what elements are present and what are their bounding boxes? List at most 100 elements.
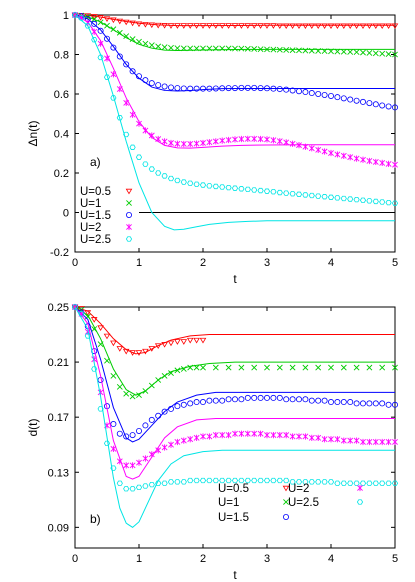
data-point — [135, 484, 143, 491]
data-point — [186, 337, 194, 344]
data-point — [347, 399, 354, 406]
data-point — [334, 399, 341, 406]
data-point — [206, 85, 213, 92]
data-point — [129, 432, 136, 439]
data-point — [187, 180, 194, 186]
data-point — [289, 433, 296, 440]
data-point — [174, 45, 181, 52]
data-point — [302, 89, 309, 96]
data-point — [193, 337, 200, 344]
data-point — [168, 370, 174, 377]
data-point — [78, 311, 85, 317]
data-point — [148, 481, 155, 488]
data-point — [315, 364, 322, 371]
data-point — [104, 55, 110, 62]
data-point — [174, 85, 181, 92]
data-point — [136, 120, 142, 127]
data-point — [238, 135, 245, 143]
data-point — [270, 394, 277, 401]
data-point — [347, 480, 354, 486]
data-point — [302, 433, 309, 440]
data-point — [148, 42, 155, 49]
data-point — [378, 23, 386, 30]
data-point — [340, 480, 347, 486]
data-point — [123, 131, 130, 138]
data-point — [116, 18, 124, 25]
data-point — [187, 477, 194, 484]
data-point — [321, 148, 328, 155]
data-point — [110, 44, 117, 51]
data-point — [334, 151, 341, 158]
legend-label: U=1 — [218, 497, 239, 509]
panel-label: b) — [90, 512, 101, 526]
data-point — [212, 138, 219, 145]
data-point — [225, 45, 232, 52]
data-point — [148, 451, 155, 458]
data-point — [263, 23, 271, 29]
data-point — [206, 433, 213, 440]
data-point — [193, 181, 200, 187]
data-point — [103, 333, 111, 340]
data-point — [276, 86, 283, 93]
legend-marker — [283, 499, 289, 505]
data-point — [97, 325, 104, 332]
data-point — [103, 440, 111, 446]
data-point — [122, 19, 130, 26]
data-point — [206, 45, 213, 52]
data-point — [379, 438, 386, 446]
data-point — [161, 480, 168, 486]
data-point — [347, 49, 354, 55]
data-point — [212, 23, 220, 29]
data-point — [91, 28, 98, 35]
data-point — [340, 152, 347, 159]
data-point — [244, 135, 251, 142]
data-point — [180, 366, 187, 372]
legend-label: U=2.5 — [288, 497, 319, 509]
data-point — [295, 23, 303, 30]
data-point — [123, 433, 130, 440]
data-point — [321, 48, 328, 55]
data-point — [283, 477, 290, 484]
data-point — [289, 87, 296, 94]
data-point — [180, 479, 187, 485]
data-point — [199, 23, 207, 29]
data-point — [308, 192, 315, 199]
panel-label: a) — [90, 155, 101, 169]
data-point — [219, 477, 226, 484]
data-point — [379, 50, 386, 57]
data-point — [161, 83, 168, 90]
x-tick-label: 1 — [136, 257, 142, 269]
data-point — [334, 94, 341, 101]
data-point — [97, 19, 104, 26]
data-point — [353, 49, 360, 56]
data-point — [200, 45, 206, 52]
data-point — [174, 403, 181, 410]
data-point — [366, 100, 373, 107]
data-point — [366, 23, 373, 30]
data-point — [379, 102, 386, 109]
series-line — [74, 306, 395, 355]
data-point — [167, 23, 175, 29]
legend-marker — [125, 236, 133, 242]
data-point — [116, 53, 123, 60]
data-point — [372, 158, 379, 166]
data-point — [168, 139, 174, 147]
data-point — [142, 161, 149, 167]
y-tick-label: 0.25 — [48, 302, 69, 314]
data-point — [385, 160, 392, 168]
data-point — [97, 15, 104, 21]
data-point — [385, 401, 392, 408]
legend-label: U=2.5 — [80, 234, 111, 246]
data-point — [392, 51, 398, 58]
data-point — [263, 477, 271, 484]
data-point — [295, 396, 302, 403]
data-point — [302, 396, 309, 403]
data-point — [91, 16, 98, 23]
y-tick-label: 0 — [63, 208, 69, 220]
data-point — [328, 436, 334, 443]
legend-label: U=2 — [288, 483, 309, 495]
data-point — [110, 340, 117, 347]
data-point — [219, 137, 226, 144]
data-point — [123, 462, 130, 469]
data-point — [206, 397, 213, 404]
